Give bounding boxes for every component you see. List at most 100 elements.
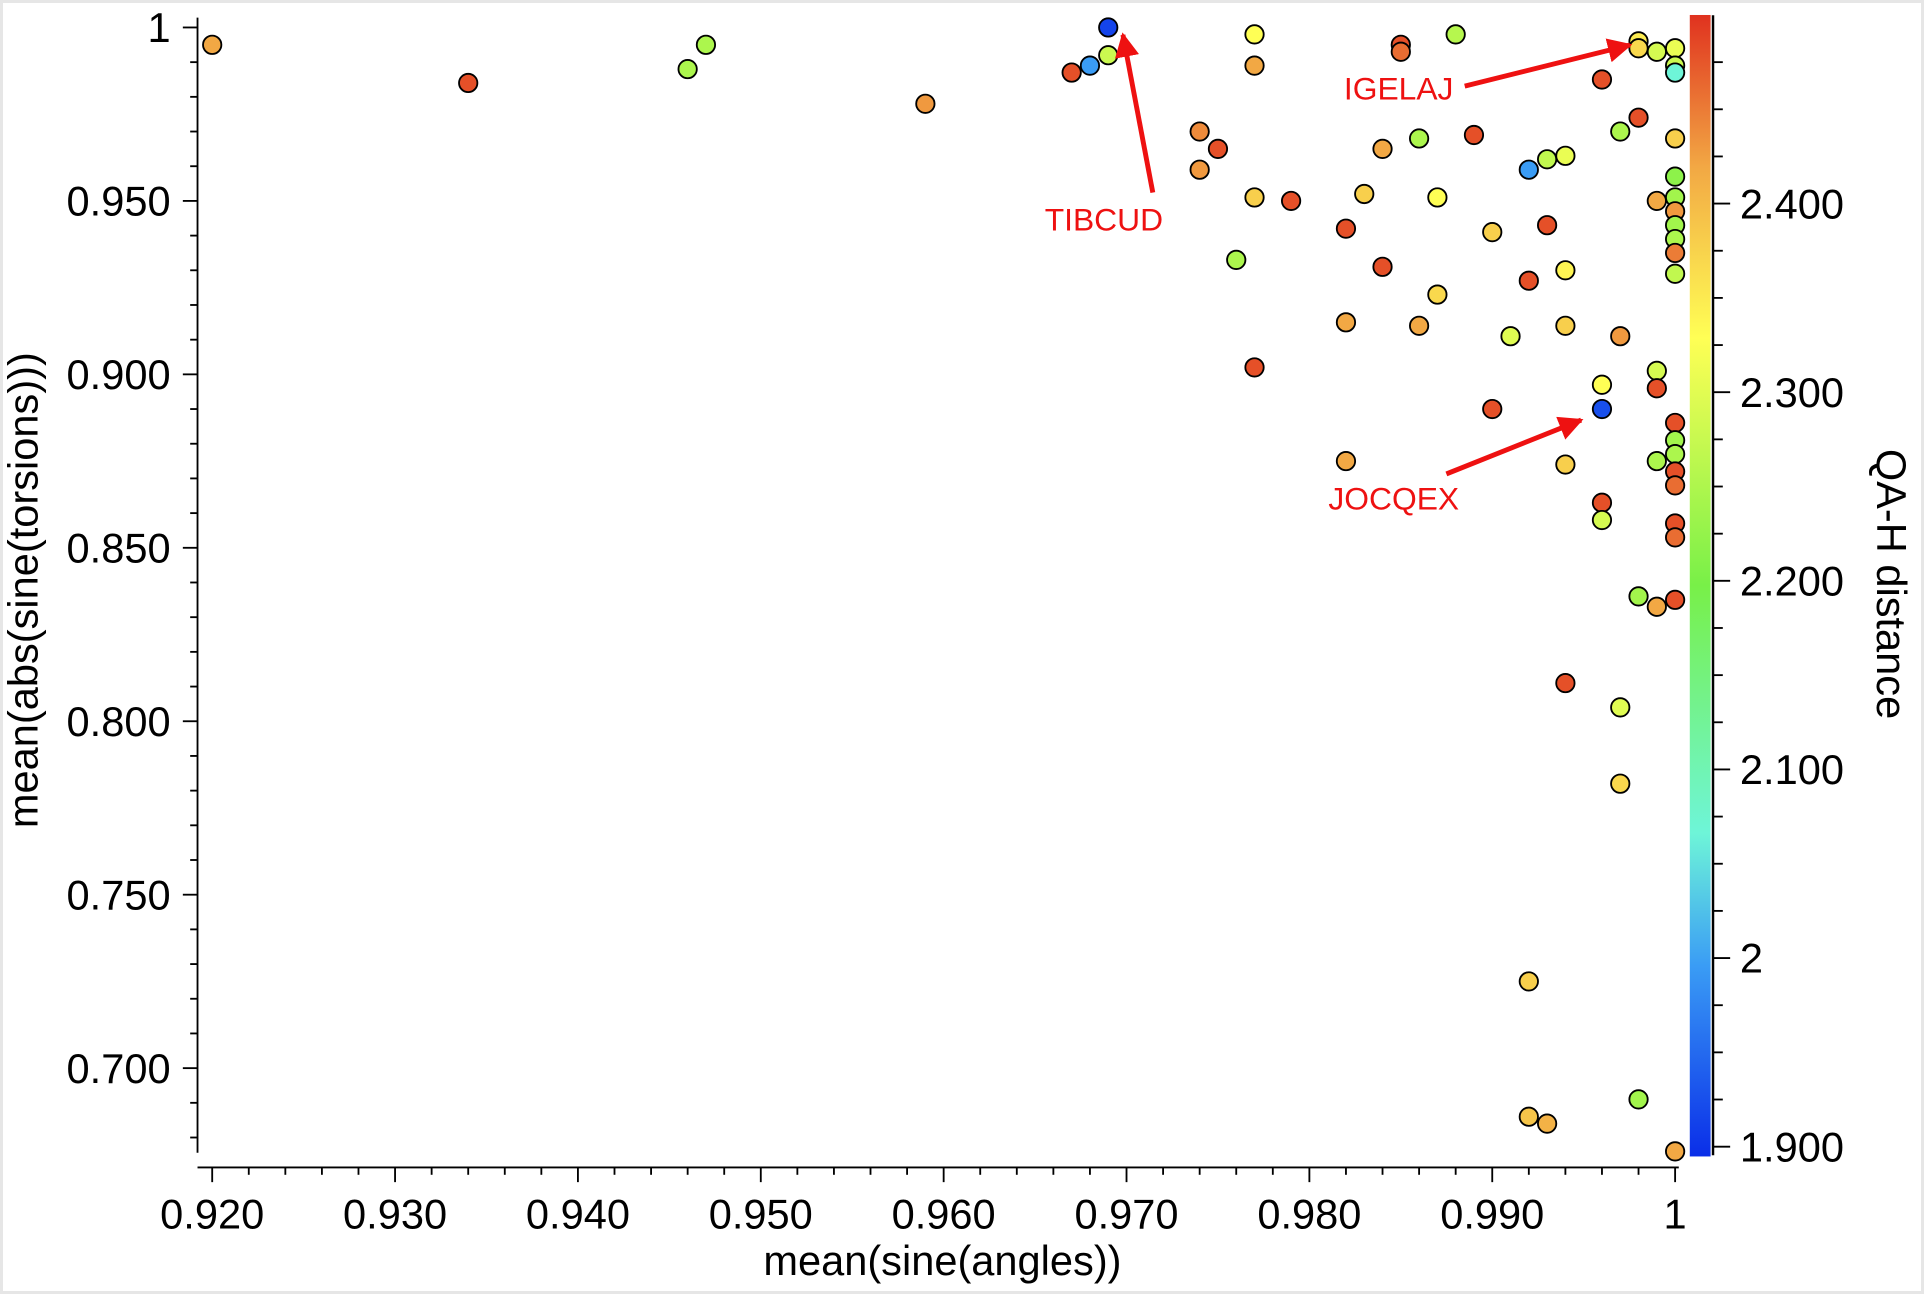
x-tick-label: 0.950 <box>709 1191 813 1238</box>
y-axis: 1 0.950 0.900 0.850 0.800 0.750 0.700 <box>67 4 199 1153</box>
colorbar-tick-label: 2.200 <box>1740 558 1844 605</box>
annotation-arrow <box>1464 38 1633 89</box>
data-point <box>1665 263 1686 284</box>
data-point <box>1518 1106 1539 1127</box>
data-point <box>1665 475 1686 496</box>
data-point <box>1244 55 1265 76</box>
x-tick-label: 0.960 <box>892 1191 996 1238</box>
colorbar-tick-label: 2 <box>1740 935 1763 982</box>
data-point <box>1665 128 1686 149</box>
annotation-label: IGELAJ <box>1344 71 1454 107</box>
data-point <box>1061 62 1082 83</box>
data-point <box>1537 215 1558 236</box>
y-tick-label: 0.750 <box>67 871 171 918</box>
data-point <box>202 34 223 55</box>
data-point <box>1555 145 1576 166</box>
y-tick-label: 0.700 <box>67 1045 171 1092</box>
x-axis-label: mean(sine(angles)) <box>763 1237 1121 1284</box>
annotation-arrow <box>1114 32 1156 194</box>
data-point <box>1610 121 1631 142</box>
data-point <box>1665 166 1686 187</box>
data-point <box>1244 187 1265 208</box>
data-point <box>1518 270 1539 291</box>
data-point <box>1335 450 1357 472</box>
annotation-arrow <box>1445 416 1584 477</box>
annotation-label: JOCQEX <box>1328 480 1459 516</box>
y-tick-label: 0.900 <box>67 351 171 398</box>
x-tick-label: 0.920 <box>160 1191 264 1238</box>
colorbar-tick-label: 1.900 <box>1740 1123 1844 1170</box>
data-point <box>1591 492 1613 513</box>
data-point <box>1555 454 1576 475</box>
data-point <box>1281 190 1302 212</box>
y-tick-label: 1 <box>147 4 170 51</box>
data-point <box>1390 41 1411 62</box>
data-point <box>1409 128 1430 149</box>
data-point <box>677 58 698 80</box>
data-point <box>1665 38 1686 59</box>
data-point <box>1591 398 1613 420</box>
colorbar-gradient-bar <box>1689 14 1711 1157</box>
colorbar-tick-label: 2.400 <box>1740 180 1844 227</box>
data-point <box>1591 69 1613 90</box>
data-point <box>1610 326 1631 347</box>
data-point <box>458 72 479 94</box>
y-tick-label: 0.800 <box>67 698 171 745</box>
data-point <box>1646 450 1667 472</box>
data-point <box>1646 378 1667 399</box>
data-point <box>695 34 717 55</box>
y-axis-label: mean(abs(sine(torsions))) <box>3 352 46 828</box>
x-tick-label: 1 <box>1664 1191 1687 1238</box>
data-point <box>1079 55 1101 76</box>
annotations-layer: TIBCUD IGELAJ JOCQEX <box>1045 32 1633 516</box>
data-point <box>1628 1089 1649 1110</box>
data-point <box>1646 360 1667 381</box>
x-tick-label: 0.930 <box>343 1191 447 1238</box>
data-point <box>1427 187 1448 208</box>
colorbar-tick-label: 2.300 <box>1740 369 1844 416</box>
data-point <box>1665 527 1686 548</box>
data-point <box>1555 260 1576 281</box>
data-point <box>1646 41 1667 62</box>
data-point <box>1665 444 1686 465</box>
data-point <box>1646 596 1667 617</box>
data-point <box>1555 315 1576 336</box>
data-point <box>1463 124 1485 146</box>
data-point <box>1537 1113 1558 1134</box>
data-point <box>1445 24 1466 45</box>
data-point <box>1098 45 1119 66</box>
data-point <box>1207 138 1229 159</box>
data-point <box>1335 218 1357 239</box>
annotation-label: TIBCUD <box>1045 202 1163 238</box>
colorbar: 1.900 2 2.100 2.200 2.300 2.400 <box>1689 14 1844 1170</box>
colorbar-label: QA-H distance <box>1868 449 1915 719</box>
data-point <box>1665 412 1686 434</box>
data-point <box>1610 697 1631 718</box>
data-point <box>1098 17 1119 38</box>
data-point <box>1628 586 1649 607</box>
data-point <box>1482 398 1503 420</box>
data-point <box>1226 249 1247 270</box>
data-point <box>1518 159 1539 180</box>
data-point <box>1244 24 1265 45</box>
x-axis: 0.920 0.930 0.940 0.950 0.960 0.970 0.980 0.990… <box>160 1166 1687 1238</box>
y-tick-label: 0.950 <box>67 178 171 225</box>
data-point <box>1372 256 1393 277</box>
data-point <box>1665 589 1686 610</box>
data-point <box>1335 312 1357 333</box>
data-point <box>1354 183 1375 205</box>
data-point <box>1482 222 1503 243</box>
data-point <box>1518 971 1539 992</box>
x-tick-label: 0.990 <box>1440 1191 1544 1238</box>
data-point <box>1628 38 1649 59</box>
data-point <box>1610 773 1631 794</box>
colorbar-tick-label: 2.100 <box>1740 746 1844 793</box>
points-layer <box>202 17 1686 1162</box>
data-point <box>1409 315 1430 336</box>
data-point <box>1537 149 1558 170</box>
data-point <box>1591 509 1613 531</box>
data-point <box>1372 138 1393 159</box>
data-point <box>1665 62 1686 83</box>
